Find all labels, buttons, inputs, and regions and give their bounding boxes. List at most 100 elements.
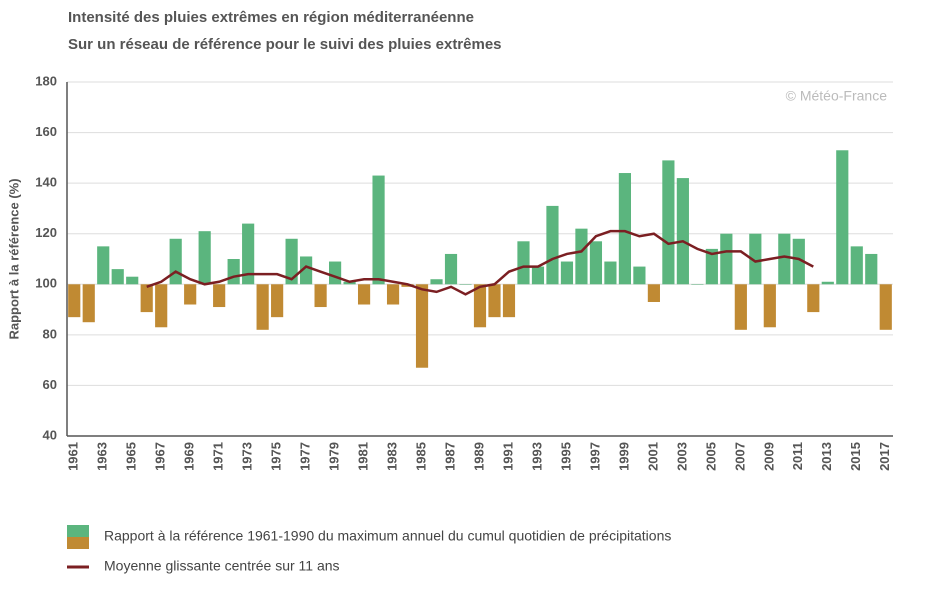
y-tick-label: 60 <box>43 377 57 392</box>
x-tick-label: 1985 <box>413 442 428 471</box>
bar <box>155 284 168 328</box>
chart-title: Intensité des pluies extrêmes en région … <box>68 9 474 26</box>
x-tick-label: 1971 <box>211 442 226 471</box>
bar <box>111 269 124 285</box>
x-tick-label: 2005 <box>703 442 718 471</box>
y-tick-label: 120 <box>35 225 57 240</box>
bar <box>763 284 776 328</box>
x-tick-label: 1963 <box>95 442 110 471</box>
x-tick-label: 1967 <box>153 442 168 471</box>
bar <box>734 284 747 330</box>
bar <box>97 246 110 285</box>
x-tick-label: 1999 <box>616 442 631 471</box>
bar <box>792 238 805 285</box>
x-tick-label: 2003 <box>674 442 689 471</box>
x-tick-label: 2001 <box>645 442 660 471</box>
bar <box>68 284 81 318</box>
x-tick-label: 1991 <box>500 442 515 471</box>
moving-average-line <box>146 229 814 296</box>
bar <box>531 266 545 285</box>
bar <box>618 173 631 285</box>
bar <box>329 261 342 285</box>
x-tick-label: 1981 <box>356 442 371 471</box>
bar <box>879 284 892 330</box>
bar <box>459 284 472 285</box>
watermark: © Météo-France <box>786 88 888 104</box>
bar <box>705 248 718 285</box>
bar <box>227 259 240 285</box>
legend-swatch <box>67 525 89 537</box>
x-tick-label: 2017 <box>877 442 892 471</box>
bar <box>778 233 791 285</box>
x-tick-label: 1997 <box>587 442 602 471</box>
x-tick-label: 1993 <box>529 442 544 471</box>
bar <box>213 284 226 308</box>
bar <box>300 256 313 285</box>
x-tick-label: 1975 <box>269 442 284 471</box>
x-tick-label: 2007 <box>732 442 747 471</box>
bar <box>314 284 327 308</box>
bar <box>749 233 762 285</box>
bar <box>604 261 617 285</box>
bar <box>444 253 458 285</box>
x-tick-label: 1977 <box>298 442 313 471</box>
chart-subtitle: Sur un réseau de référence pour le suivi… <box>68 36 502 53</box>
bar <box>488 284 501 318</box>
bar <box>140 284 153 313</box>
bar <box>285 238 298 285</box>
bar <box>415 284 429 368</box>
bar <box>430 279 443 285</box>
x-tick-label: 2011 <box>790 442 805 470</box>
y-tick-label: 140 <box>35 175 57 190</box>
bar <box>198 231 211 285</box>
bar <box>720 233 733 285</box>
bar <box>662 160 675 285</box>
bar <box>575 228 588 285</box>
bar <box>82 284 95 323</box>
bar <box>850 246 863 285</box>
y-tick-label: 80 <box>43 326 57 341</box>
y-tick-label: 180 <box>35 73 57 88</box>
y-tick-label: 160 <box>35 124 57 139</box>
x-tick-label: 2015 <box>848 442 863 471</box>
x-tick-label: 1983 <box>384 442 399 471</box>
bar <box>676 178 689 285</box>
y-tick-label: 40 <box>43 427 57 442</box>
x-tick-label: 1969 <box>182 442 197 471</box>
x-tick-label: 2013 <box>819 442 834 471</box>
bar <box>357 284 371 305</box>
x-tick-label: 1973 <box>240 442 255 471</box>
bar <box>502 284 516 318</box>
bar <box>271 284 284 318</box>
legend-label: Moyenne glissante centrée sur 11 ans <box>104 558 340 574</box>
bar <box>865 253 878 285</box>
y-axis-label: Rapport à la référence (%) <box>6 178 21 339</box>
bar <box>184 284 197 305</box>
x-tick-label: 1965 <box>124 442 139 471</box>
bar <box>560 261 574 285</box>
legend-label: Rapport à la référence 1961-1990 du maxi… <box>104 528 671 544</box>
bar <box>386 284 400 305</box>
bar <box>546 205 559 285</box>
bar <box>242 223 255 285</box>
bar <box>821 281 834 285</box>
x-tick-label: 1989 <box>471 442 486 471</box>
x-tick-label: 1961 <box>66 442 81 471</box>
x-tick-label: 1995 <box>558 442 573 471</box>
bar <box>517 241 530 285</box>
bar <box>836 150 849 285</box>
legend-swatch <box>67 537 89 549</box>
bar <box>256 284 269 330</box>
bar <box>633 266 646 285</box>
bar <box>126 276 139 285</box>
bar <box>807 284 820 313</box>
bar <box>691 284 704 285</box>
bar <box>372 175 385 285</box>
y-tick-label: 100 <box>35 276 57 291</box>
x-tick-label: 1979 <box>327 442 342 471</box>
x-tick-label: 1987 <box>442 442 457 471</box>
bar <box>589 241 603 285</box>
bar <box>169 238 182 285</box>
x-tick-label: 2009 <box>761 442 776 471</box>
